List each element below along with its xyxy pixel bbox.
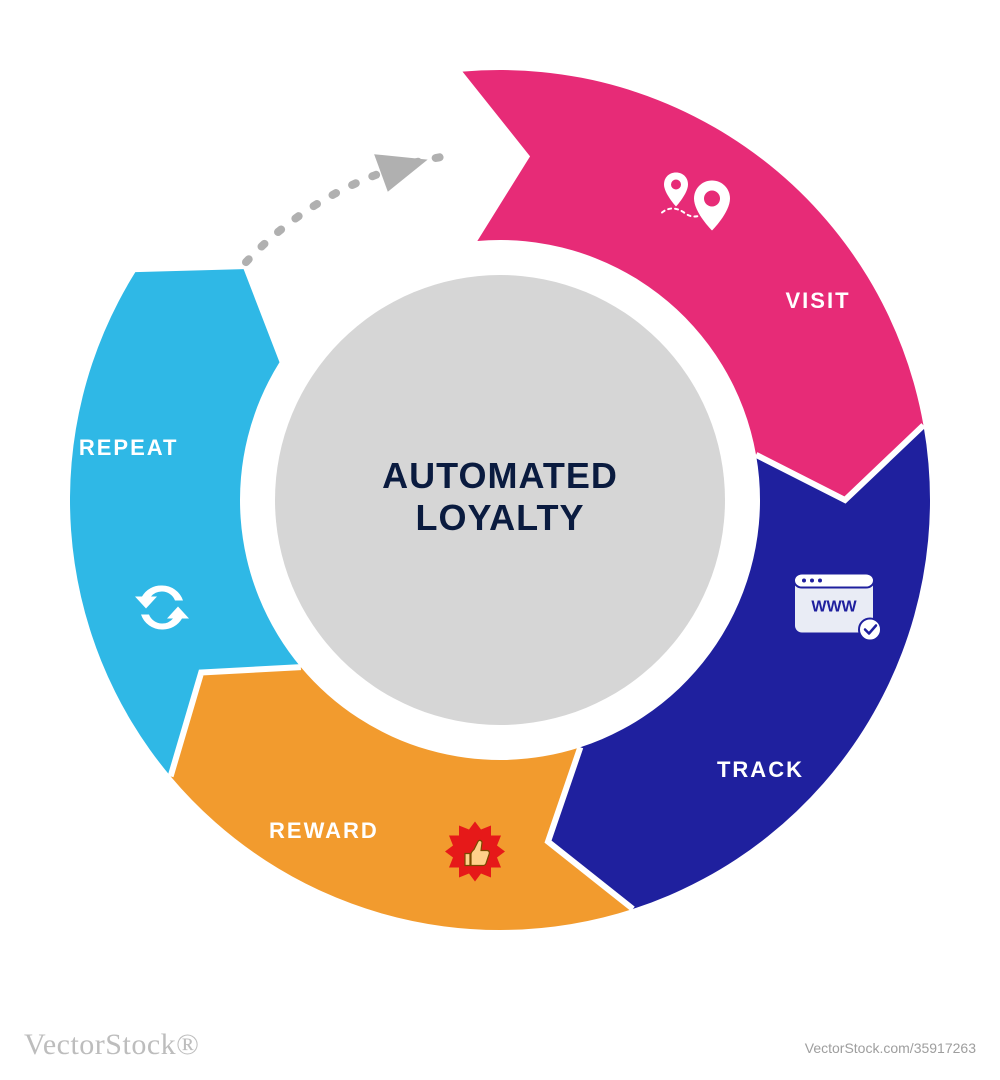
- diagram-stage: AUTOMATED LOYALTY VISIT TRACK REWARD REP…: [0, 0, 1000, 1000]
- segment-label-visit: VISIT: [786, 288, 851, 314]
- center-title: AUTOMATED LOYALTY: [310, 455, 690, 539]
- segment-label-reward: REWARD: [269, 818, 379, 844]
- location-pins-icon: [654, 168, 744, 243]
- browser-www-icon: WWW: [788, 567, 888, 652]
- watermark-text: VectorStock®: [24, 1028, 199, 1062]
- segment-label-track: TRACK: [717, 757, 804, 783]
- svg-text:WWW: WWW: [811, 598, 857, 615]
- cycle-arrows-icon: [130, 575, 194, 644]
- thumbs-up-badge-icon: [440, 817, 510, 892]
- center-title-line1: AUTOMATED: [310, 455, 690, 497]
- center-title-line2: LOYALTY: [310, 497, 690, 539]
- image-id-text: VectorStock.com/35917263: [805, 1040, 976, 1056]
- segment-label-repeat: REPEAT: [79, 435, 179, 461]
